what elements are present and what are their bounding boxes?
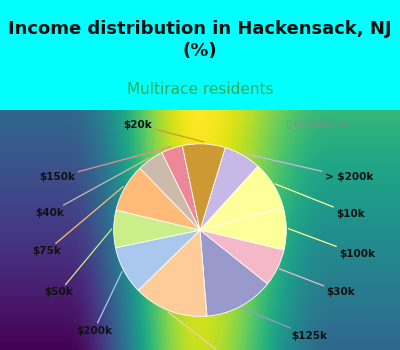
Wedge shape xyxy=(200,230,268,316)
Text: $50k: $50k xyxy=(45,229,112,298)
Wedge shape xyxy=(200,207,286,250)
Text: > $200k: > $200k xyxy=(244,153,373,182)
Wedge shape xyxy=(140,153,200,230)
Wedge shape xyxy=(182,144,225,230)
Wedge shape xyxy=(200,230,284,284)
Text: $60k: $60k xyxy=(169,313,240,350)
Text: Income distribution in Hackensack, NJ
(%): Income distribution in Hackensack, NJ (%… xyxy=(8,20,392,60)
Text: $75k: $75k xyxy=(32,187,123,256)
Wedge shape xyxy=(200,166,283,230)
Text: $30k: $30k xyxy=(279,269,355,298)
Text: $10k: $10k xyxy=(275,184,365,219)
Wedge shape xyxy=(200,148,258,230)
Text: Multirace residents: Multirace residents xyxy=(127,82,273,97)
Text: $150k: $150k xyxy=(39,147,171,182)
Wedge shape xyxy=(116,230,200,290)
Text: $200k: $200k xyxy=(76,272,122,336)
Wedge shape xyxy=(116,168,200,230)
Text: ⓘ City-Data.com: ⓘ City-Data.com xyxy=(287,120,349,129)
Wedge shape xyxy=(138,230,207,316)
Wedge shape xyxy=(162,146,200,230)
Text: $40k: $40k xyxy=(35,158,149,218)
Text: $100k: $100k xyxy=(288,229,375,259)
Text: $125k: $125k xyxy=(242,308,327,341)
Text: $20k: $20k xyxy=(123,120,204,142)
Wedge shape xyxy=(114,210,200,248)
